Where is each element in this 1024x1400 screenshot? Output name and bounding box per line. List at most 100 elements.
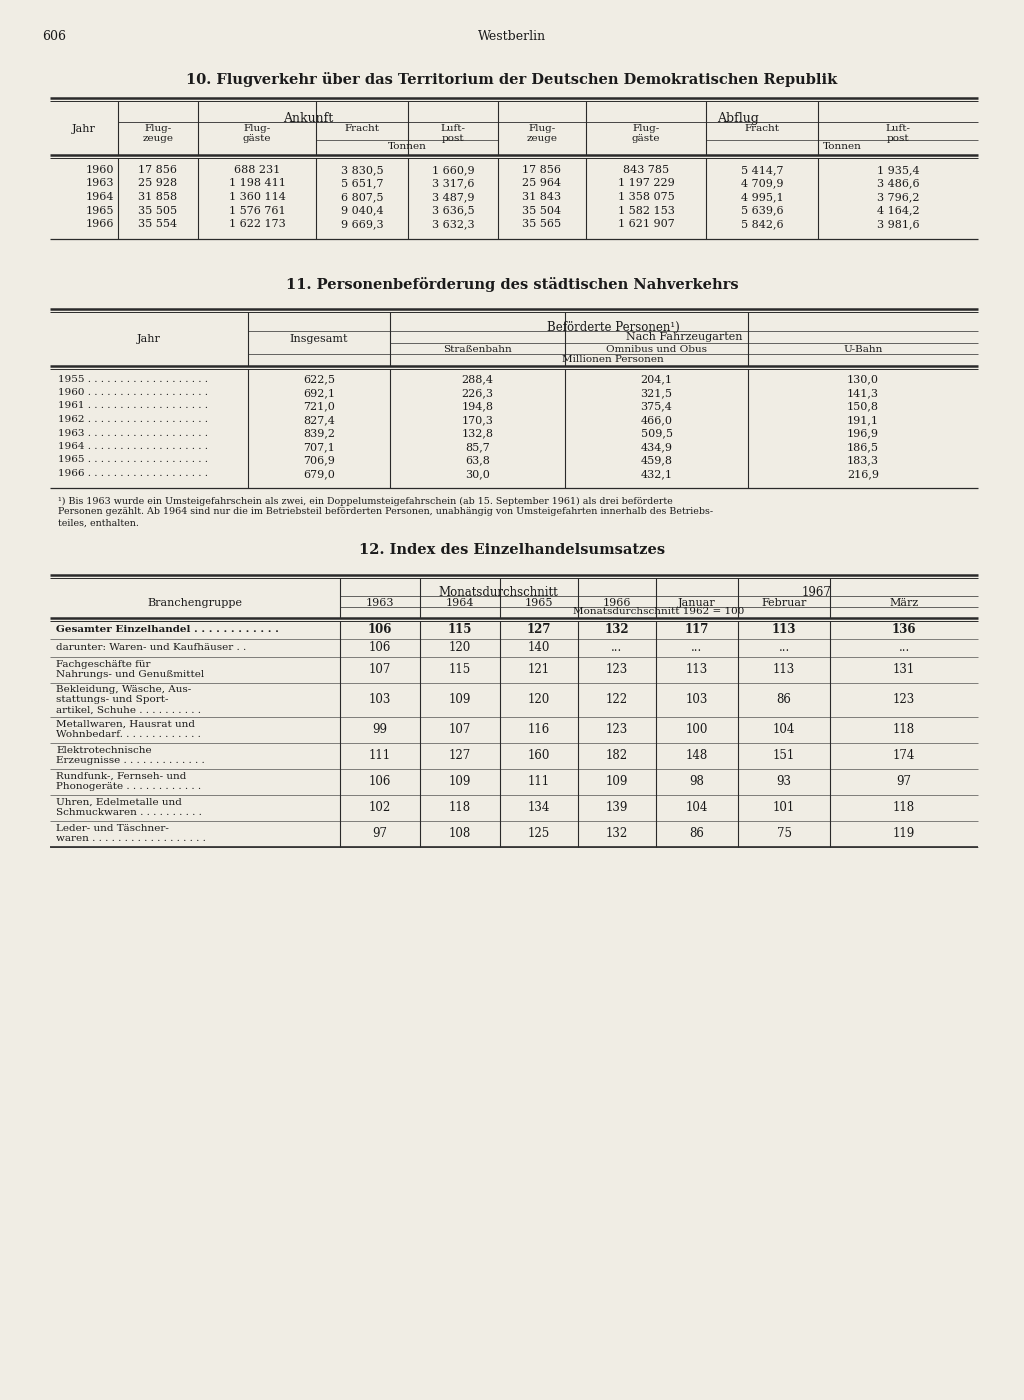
Text: 30,0: 30,0 <box>465 469 489 479</box>
Text: 116: 116 <box>528 722 550 736</box>
Text: 132,8: 132,8 <box>462 428 494 438</box>
Text: 1964: 1964 <box>85 192 114 202</box>
Text: 118: 118 <box>893 801 915 813</box>
Text: 1 660,9: 1 660,9 <box>432 165 474 175</box>
Text: 216,9: 216,9 <box>847 469 879 479</box>
Text: 183,3: 183,3 <box>847 455 879 465</box>
Text: Flug-
gäste: Flug- gäste <box>243 125 271 143</box>
Text: 5 639,6: 5 639,6 <box>740 206 783 216</box>
Text: 843 785: 843 785 <box>623 165 669 175</box>
Text: 120: 120 <box>449 641 471 654</box>
Text: 17 856: 17 856 <box>138 165 177 175</box>
Text: Metallwaren, Hausrat und
Wohnbedarf. . . . . . . . . . . . .: Metallwaren, Hausrat und Wohnbedarf. . .… <box>56 720 201 739</box>
Text: 1960 . . . . . . . . . . . . . . . . . . .: 1960 . . . . . . . . . . . . . . . . . .… <box>58 388 208 398</box>
Text: 106: 106 <box>369 776 391 788</box>
Text: 5 651,7: 5 651,7 <box>341 178 383 189</box>
Text: 1964: 1964 <box>445 598 474 608</box>
Text: 107: 107 <box>369 664 391 676</box>
Text: 127: 127 <box>526 623 551 636</box>
Text: 1 582 153: 1 582 153 <box>617 206 675 216</box>
Text: 75: 75 <box>776 827 792 840</box>
Text: 106: 106 <box>368 623 392 636</box>
Text: 1 935,4: 1 935,4 <box>877 165 920 175</box>
Text: U-Bahn: U-Bahn <box>844 344 883 353</box>
Text: 1 197 229: 1 197 229 <box>617 178 675 189</box>
Text: 3 981,6: 3 981,6 <box>877 218 920 230</box>
Text: 118: 118 <box>893 722 915 736</box>
Text: 109: 109 <box>449 776 471 788</box>
Text: 150,8: 150,8 <box>847 402 879 412</box>
Text: 3 830,5: 3 830,5 <box>341 165 383 175</box>
Text: 115: 115 <box>449 664 471 676</box>
Text: 136: 136 <box>892 623 916 636</box>
Text: 139: 139 <box>606 801 628 813</box>
Text: 679,0: 679,0 <box>303 469 335 479</box>
Text: 4 164,2: 4 164,2 <box>877 206 920 216</box>
Text: 3 632,3: 3 632,3 <box>432 218 474 230</box>
Text: 9 040,4: 9 040,4 <box>341 206 383 216</box>
Text: 321,5: 321,5 <box>640 388 673 398</box>
Text: 11. Personenbeförderung des städtischen Nahverkehrs: 11. Personenbeförderung des städtischen … <box>286 277 738 291</box>
Text: 93: 93 <box>776 776 792 788</box>
Text: 509,5: 509,5 <box>640 428 673 438</box>
Text: 107: 107 <box>449 722 471 736</box>
Text: 131: 131 <box>893 664 915 676</box>
Text: Ankunft: Ankunft <box>283 112 333 125</box>
Text: Bekleidung, Wäsche, Aus-
stattungs- und Sport-
artikel, Schuhe . . . . . . . . .: Bekleidung, Wäsche, Aus- stattungs- und … <box>56 685 201 714</box>
Text: 63,8: 63,8 <box>465 455 489 465</box>
Text: 113: 113 <box>686 664 709 676</box>
Text: Monatsdurchschnitt 1962 = 100: Monatsdurchschnitt 1962 = 100 <box>573 608 744 616</box>
Text: Monatsdurchschnitt: Monatsdurchschnitt <box>438 585 558 599</box>
Text: 115: 115 <box>447 623 472 636</box>
Text: 100: 100 <box>686 722 709 736</box>
Text: Leder- und Täschner-
waren . . . . . . . . . . . . . . . . . .: Leder- und Täschner- waren . . . . . . .… <box>56 823 206 843</box>
Text: 1966: 1966 <box>603 598 631 608</box>
Text: 1965 . . . . . . . . . . . . . . . . . . .: 1965 . . . . . . . . . . . . . . . . . .… <box>58 455 208 465</box>
Text: 35 504: 35 504 <box>522 206 561 216</box>
Text: Luft-
post: Luft- post <box>886 125 910 143</box>
Text: 4 995,1: 4 995,1 <box>740 192 783 202</box>
Text: Januar: Januar <box>678 598 716 608</box>
Text: Branchengruppe: Branchengruppe <box>147 598 243 608</box>
Text: 1964 . . . . . . . . . . . . . . . . . . .: 1964 . . . . . . . . . . . . . . . . . .… <box>58 442 208 451</box>
Text: Fachgeschäfte für
Nahrungs- und Genußmittel: Fachgeschäfte für Nahrungs- und Genußmit… <box>56 659 204 679</box>
Text: 688 231: 688 231 <box>233 165 281 175</box>
Text: Insgesamt: Insgesamt <box>290 335 348 344</box>
Text: 622,5: 622,5 <box>303 374 335 385</box>
Text: Flug-
zeuge: Flug- zeuge <box>526 125 557 143</box>
Text: März: März <box>890 598 919 608</box>
Text: 151: 151 <box>773 749 795 762</box>
Text: 109: 109 <box>606 776 628 788</box>
Text: Personen gezählt. Ab 1964 sind nur die im Betriebsteil beförderten Personen, una: Personen gezählt. Ab 1964 sind nur die i… <box>58 508 713 517</box>
Text: Straßenbahn: Straßenbahn <box>443 344 512 353</box>
Text: 375,4: 375,4 <box>641 402 673 412</box>
Text: 86: 86 <box>776 693 792 706</box>
Text: 35 505: 35 505 <box>138 206 177 216</box>
Text: 1 358 075: 1 358 075 <box>617 192 675 202</box>
Text: 721,0: 721,0 <box>303 402 335 412</box>
Text: 5 842,6: 5 842,6 <box>740 218 783 230</box>
Text: Luft-
post: Luft- post <box>440 125 466 143</box>
Text: 140: 140 <box>527 641 550 654</box>
Text: 1962 . . . . . . . . . . . . . . . . . . .: 1962 . . . . . . . . . . . . . . . . . .… <box>58 414 208 424</box>
Text: 1963: 1963 <box>85 178 114 189</box>
Text: 459,8: 459,8 <box>640 455 673 465</box>
Text: 606: 606 <box>42 29 66 43</box>
Text: 3 317,6: 3 317,6 <box>432 178 474 189</box>
Text: 98: 98 <box>689 776 705 788</box>
Text: 104: 104 <box>773 722 796 736</box>
Text: 25 928: 25 928 <box>138 178 177 189</box>
Text: Tonnen: Tonnen <box>822 141 861 151</box>
Text: 432,1: 432,1 <box>640 469 673 479</box>
Text: Februar: Februar <box>761 598 807 608</box>
Text: 196,9: 196,9 <box>847 428 879 438</box>
Text: 31 843: 31 843 <box>522 192 561 202</box>
Text: 226,3: 226,3 <box>462 388 494 398</box>
Text: 109: 109 <box>449 693 471 706</box>
Text: 104: 104 <box>686 801 709 813</box>
Text: ...: ... <box>898 641 909 654</box>
Text: 111: 111 <box>369 749 391 762</box>
Text: Jahr: Jahr <box>137 335 161 344</box>
Text: 10. Flugverkehr über das Territorium der Deutschen Demokratischen Republik: 10. Flugverkehr über das Territorium der… <box>186 71 838 87</box>
Text: 1963: 1963 <box>366 598 394 608</box>
